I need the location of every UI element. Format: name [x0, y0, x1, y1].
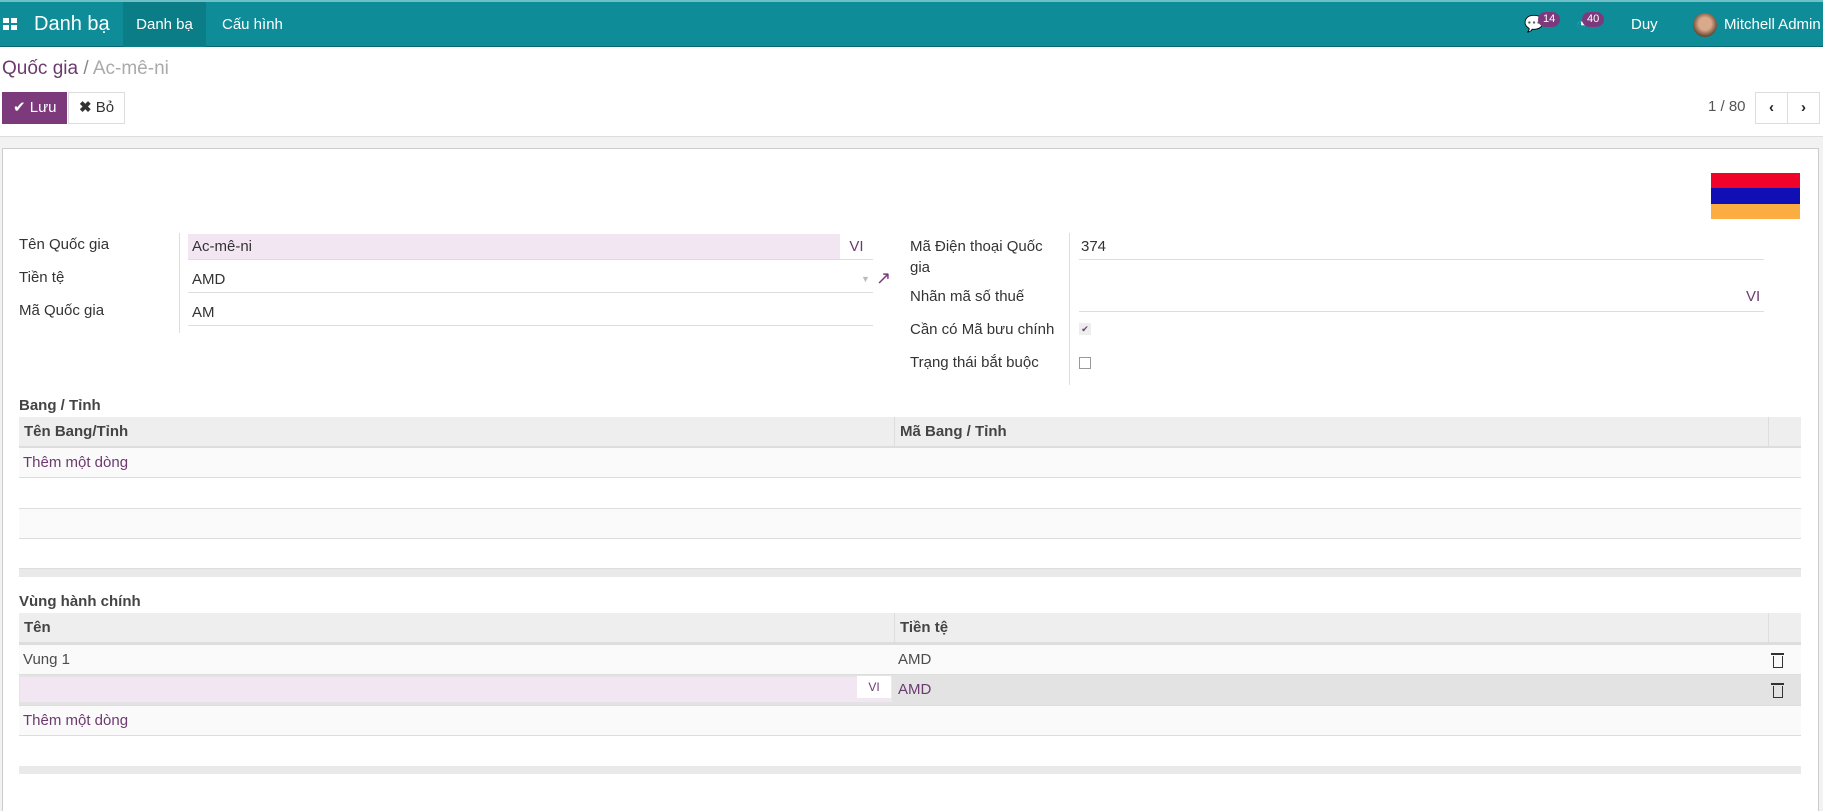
- flag-stripe: [1711, 188, 1800, 204]
- menu-danh-ba[interactable]: Danh bạ: [123, 2, 206, 47]
- breadcrumb-parent[interactable]: Quốc gia: [2, 58, 79, 79]
- group-divider: [179, 233, 180, 333]
- breadcrumb-separator: /: [83, 58, 89, 79]
- pager-value[interactable]: 1 / 80: [1708, 98, 1746, 115]
- states-section-title: Bang / Tỉnh: [19, 397, 101, 414]
- currency-underline: [188, 292, 873, 293]
- breadcrumb-current: Ac-mê-ni: [92, 58, 169, 79]
- country-flag-image[interactable]: [1711, 173, 1800, 219]
- country-code-label: Mã Quốc gia: [19, 302, 105, 319]
- country-code-input[interactable]: AM: [192, 304, 215, 321]
- translate-button[interactable]: VI: [857, 676, 891, 698]
- column-header-state-code[interactable]: Mã Bang / Tỉnh: [895, 417, 1769, 449]
- flag-stripe: [1711, 204, 1800, 219]
- app-title[interactable]: Danh bạ: [34, 13, 110, 35]
- phone-code-label: Mã Điện thoại Quốc gia: [910, 238, 1043, 276]
- vat-label-input[interactable]: [1079, 286, 1764, 312]
- empty-row: [19, 539, 1801, 569]
- messages-badge: 14: [1538, 12, 1561, 27]
- code-underline: [188, 325, 873, 326]
- empty-row: [19, 509, 1801, 539]
- table-footer: [19, 766, 1801, 774]
- column-header-actions: [1769, 417, 1801, 449]
- company-switcher[interactable]: Duy: [1631, 16, 1658, 33]
- state-required-label: Trạng thái bắt buộc: [910, 354, 1039, 371]
- dropdown-caret-icon[interactable]: ▼: [861, 274, 870, 284]
- trash-icon[interactable]: [1771, 653, 1784, 668]
- zip-required-label: Cần có Mã bưu chính: [910, 321, 1055, 338]
- phone-code-input[interactable]: 374: [1081, 238, 1107, 255]
- translate-button[interactable]: VI: [840, 234, 873, 259]
- user-menu[interactable]: Mitchell Admin: [1724, 16, 1821, 33]
- column-header-state-name[interactable]: Tên Bang/Tỉnh: [19, 417, 895, 449]
- external-link-icon[interactable]: ↗: [876, 268, 892, 288]
- empty-row: [19, 479, 1801, 509]
- check-icon: ✔: [13, 99, 26, 116]
- breadcrumb: Quốc gia / Ac-mê-ni: [2, 58, 169, 80]
- currency-label: Tiền tệ: [19, 269, 65, 286]
- top-navbar: Danh bạ Danh bạ Cấu hình 💬 14 ◔ 40 Duy M…: [0, 0, 1823, 47]
- phone-underline: [1079, 259, 1764, 260]
- empty-row: [19, 737, 1801, 767]
- table-row-editing[interactable]: VI AMD: [19, 675, 1801, 706]
- column-header-actions: [1769, 613, 1801, 645]
- vat-translate-button[interactable]: VI: [1746, 288, 1761, 305]
- add-state-line-link[interactable]: Thêm một dòng: [19, 448, 1801, 478]
- country-name-value: Ac-mê-ni: [192, 238, 253, 255]
- close-icon: ✖: [79, 99, 92, 116]
- country-name-label: Tên Quốc gia: [19, 236, 110, 253]
- menu-cau-hinh[interactable]: Cấu hình: [222, 16, 283, 33]
- state-required-checkbox[interactable]: [1079, 357, 1091, 369]
- activities-clock-icon[interactable]: ◔: [1576, 15, 1587, 34]
- save-label: Lưu: [29, 99, 57, 116]
- vat-label: Nhãn mã số thuế: [910, 288, 1025, 305]
- group-divider: [1069, 233, 1070, 385]
- user-avatar[interactable]: [1693, 13, 1717, 37]
- apps-menu-icon[interactable]: [3, 18, 17, 30]
- region-name-cell: Vung 1: [23, 651, 70, 668]
- pager-previous-button[interactable]: ‹: [1755, 92, 1788, 124]
- region-name-input[interactable]: [20, 677, 892, 702]
- add-region-line-link[interactable]: Thêm một dòng: [19, 706, 1801, 736]
- save-button[interactable]: ✔ Lưu: [2, 92, 68, 124]
- activities-badge: 40: [1582, 12, 1605, 27]
- discard-label: Bỏ: [95, 99, 115, 116]
- table-row[interactable]: Vung 1 AMD: [19, 645, 1801, 675]
- currency-select[interactable]: AMD: [192, 271, 226, 288]
- country-name-input[interactable]: [188, 234, 873, 260]
- flag-stripe: [1711, 173, 1800, 188]
- region-currency-cell: AMD: [898, 651, 932, 668]
- pager-next-button[interactable]: ›: [1787, 92, 1820, 124]
- zip-required-checkbox[interactable]: ✔: [1079, 323, 1091, 335]
- table-footer: [19, 569, 1801, 577]
- discard-button[interactable]: ✖ Bỏ: [68, 92, 126, 124]
- column-header-region-currency[interactable]: Tiền tệ: [895, 613, 1769, 645]
- region-currency-select[interactable]: AMD: [898, 681, 932, 698]
- column-header-region-name[interactable]: Tên: [19, 613, 895, 645]
- trash-icon[interactable]: [1771, 683, 1784, 698]
- regions-section-title: Vùng hành chính: [19, 593, 141, 610]
